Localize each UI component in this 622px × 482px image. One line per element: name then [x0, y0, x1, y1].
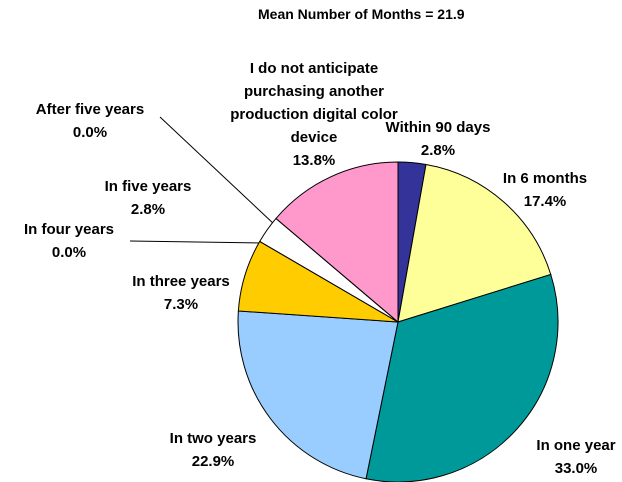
category-name: In one year	[536, 437, 616, 454]
category-name: I do not anticipate purchasing another p…	[230, 60, 398, 146]
category-name: Within 90 days	[385, 119, 491, 136]
slice-label: In four years 0.0%	[24, 218, 114, 264]
category-name: In four years	[23, 221, 115, 238]
slice-label: In one year 33.0%	[536, 434, 615, 480]
value-label: 17.4%	[523, 193, 567, 210]
category-name: In two years	[169, 430, 257, 447]
slice-label: In 6 months 17.4%	[503, 167, 587, 213]
value-label: 33.0%	[554, 460, 598, 477]
slice-label: I do not anticipate purchasing another p…	[214, 57, 414, 172]
pie-slice	[237, 310, 399, 480]
pie-slice	[275, 161, 399, 324]
slice-label: In two years 22.9%	[170, 427, 257, 473]
subtitle: Mean Number of Months = 21.9	[258, 6, 465, 22]
category-name: In 6 months	[502, 170, 588, 187]
leader-line	[159, 116, 276, 226]
value-label: 0.0%	[51, 244, 87, 261]
value-label: 2.8%	[420, 142, 456, 159]
slice-label: After five years 0.0%	[36, 98, 144, 144]
value-label: 0.0%	[72, 124, 108, 141]
value-label: 13.8%	[292, 152, 336, 169]
slice-label: Within 90 days 2.8%	[386, 116, 491, 162]
leader-line	[129, 240, 263, 244]
slice-label: In three years 7.3%	[132, 270, 230, 316]
category-name: In three years	[132, 273, 230, 290]
pie-slice	[397, 163, 552, 323]
slice-label: In five years 2.8%	[105, 175, 192, 221]
category-name: After five years	[35, 101, 145, 118]
category-name: In five years	[104, 178, 192, 195]
value-label: 22.9%	[191, 453, 235, 470]
value-label: 2.8%	[130, 201, 166, 218]
value-label: 7.3%	[163, 296, 199, 313]
